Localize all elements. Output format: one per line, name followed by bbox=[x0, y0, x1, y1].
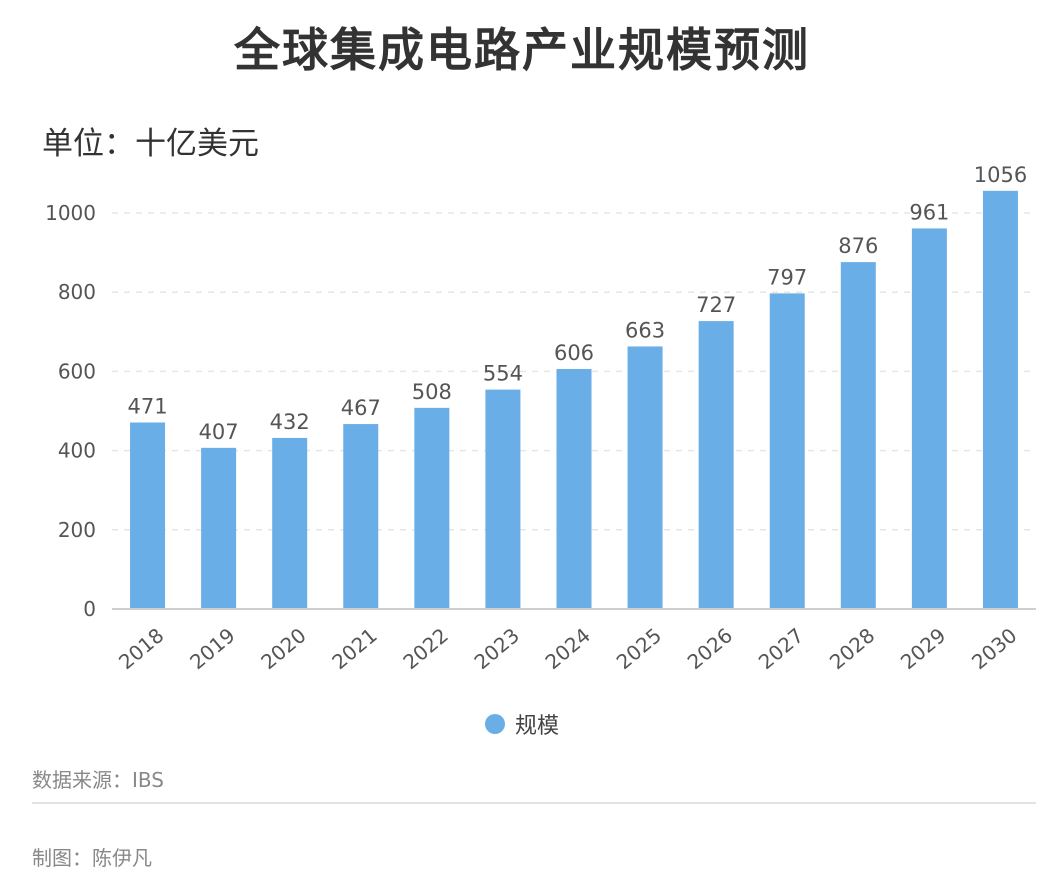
bar-2026[interactable] bbox=[698, 321, 734, 609]
y-tick-800: 800 bbox=[58, 280, 96, 304]
x-tick-2018: 2018 bbox=[114, 623, 168, 674]
y-tick-200: 200 bbox=[58, 518, 96, 542]
data-label-2023: 554 bbox=[483, 362, 523, 386]
bar-2030[interactable] bbox=[982, 190, 1018, 609]
data-label-2026: 727 bbox=[696, 293, 736, 317]
x-tick-2022: 2022 bbox=[398, 623, 452, 674]
unit-label: 单位：十亿美元 bbox=[42, 126, 259, 162]
bar-2029[interactable] bbox=[911, 228, 947, 609]
divider bbox=[32, 802, 1036, 804]
x-tick-2024: 2024 bbox=[541, 623, 595, 674]
bar-2019[interactable] bbox=[201, 447, 237, 609]
y-tick-600: 600 bbox=[58, 359, 96, 383]
x-tick-2021: 2021 bbox=[327, 623, 381, 674]
x-tick-2027: 2027 bbox=[754, 623, 808, 674]
x-tick-2025: 2025 bbox=[612, 623, 666, 674]
legend-marker bbox=[484, 714, 505, 734]
bar-2018[interactable] bbox=[130, 422, 166, 609]
data-label-2024: 606 bbox=[554, 341, 594, 365]
x-tick-2023: 2023 bbox=[469, 623, 523, 674]
y-tick-400: 400 bbox=[58, 439, 96, 463]
bar-2025[interactable] bbox=[627, 346, 663, 609]
data-label-2022: 508 bbox=[412, 380, 452, 404]
x-tick-2020: 2020 bbox=[256, 623, 310, 674]
data-label-2027: 797 bbox=[767, 265, 807, 289]
author-note: 制图：陈伊凡 bbox=[32, 846, 152, 870]
bar-2028[interactable] bbox=[840, 262, 876, 609]
chart-title: 全球集成电路产业规模预测 bbox=[234, 23, 810, 77]
bar-2020[interactable] bbox=[272, 437, 308, 609]
data-label-2021: 467 bbox=[341, 396, 381, 420]
bar-2022[interactable] bbox=[414, 407, 450, 609]
data-label-2030: 1056 bbox=[974, 163, 1027, 187]
data-label-2029: 961 bbox=[909, 200, 949, 224]
y-tick-0: 0 bbox=[83, 597, 96, 621]
x-tick-2019: 2019 bbox=[185, 623, 239, 674]
data-labels: 471 407 432 467 508 554 606 663 727 797 876 961 1056 bbox=[127, 163, 1027, 444]
x-tick-2029: 2029 bbox=[896, 623, 950, 674]
y-tick-1000: 1000 bbox=[45, 201, 96, 225]
x-tick-2030: 2030 bbox=[967, 623, 1021, 674]
x-axis-ticks: 2018 2019 2020 2021 2022 2023 2024 2025 2026 2027… bbox=[114, 623, 1021, 674]
bar-2023[interactable] bbox=[485, 389, 521, 609]
data-label-2019: 407 bbox=[199, 420, 239, 444]
data-label-2028: 876 bbox=[838, 234, 878, 258]
x-tick-2028: 2028 bbox=[825, 623, 879, 674]
source-note: 数据来源：IBS bbox=[32, 768, 164, 792]
data-label-2018: 471 bbox=[127, 394, 167, 418]
legend[interactable]: 规模 bbox=[0, 708, 1044, 740]
bar-2027[interactable] bbox=[769, 293, 805, 609]
x-tick-2026: 2026 bbox=[683, 623, 737, 674]
bar-2021[interactable] bbox=[343, 424, 379, 609]
legend-label: 规模 bbox=[514, 714, 559, 739]
bar-2024[interactable] bbox=[556, 369, 592, 609]
data-label-2020: 432 bbox=[270, 410, 310, 434]
bars bbox=[130, 190, 1018, 609]
data-label-2025: 663 bbox=[625, 318, 665, 342]
bar-chart: 0 200 400 600 800 1000 471 407 432 467 508 554 606 6… bbox=[45, 163, 1036, 674]
y-axis-ticks: 0 200 400 600 800 1000 bbox=[45, 201, 96, 621]
